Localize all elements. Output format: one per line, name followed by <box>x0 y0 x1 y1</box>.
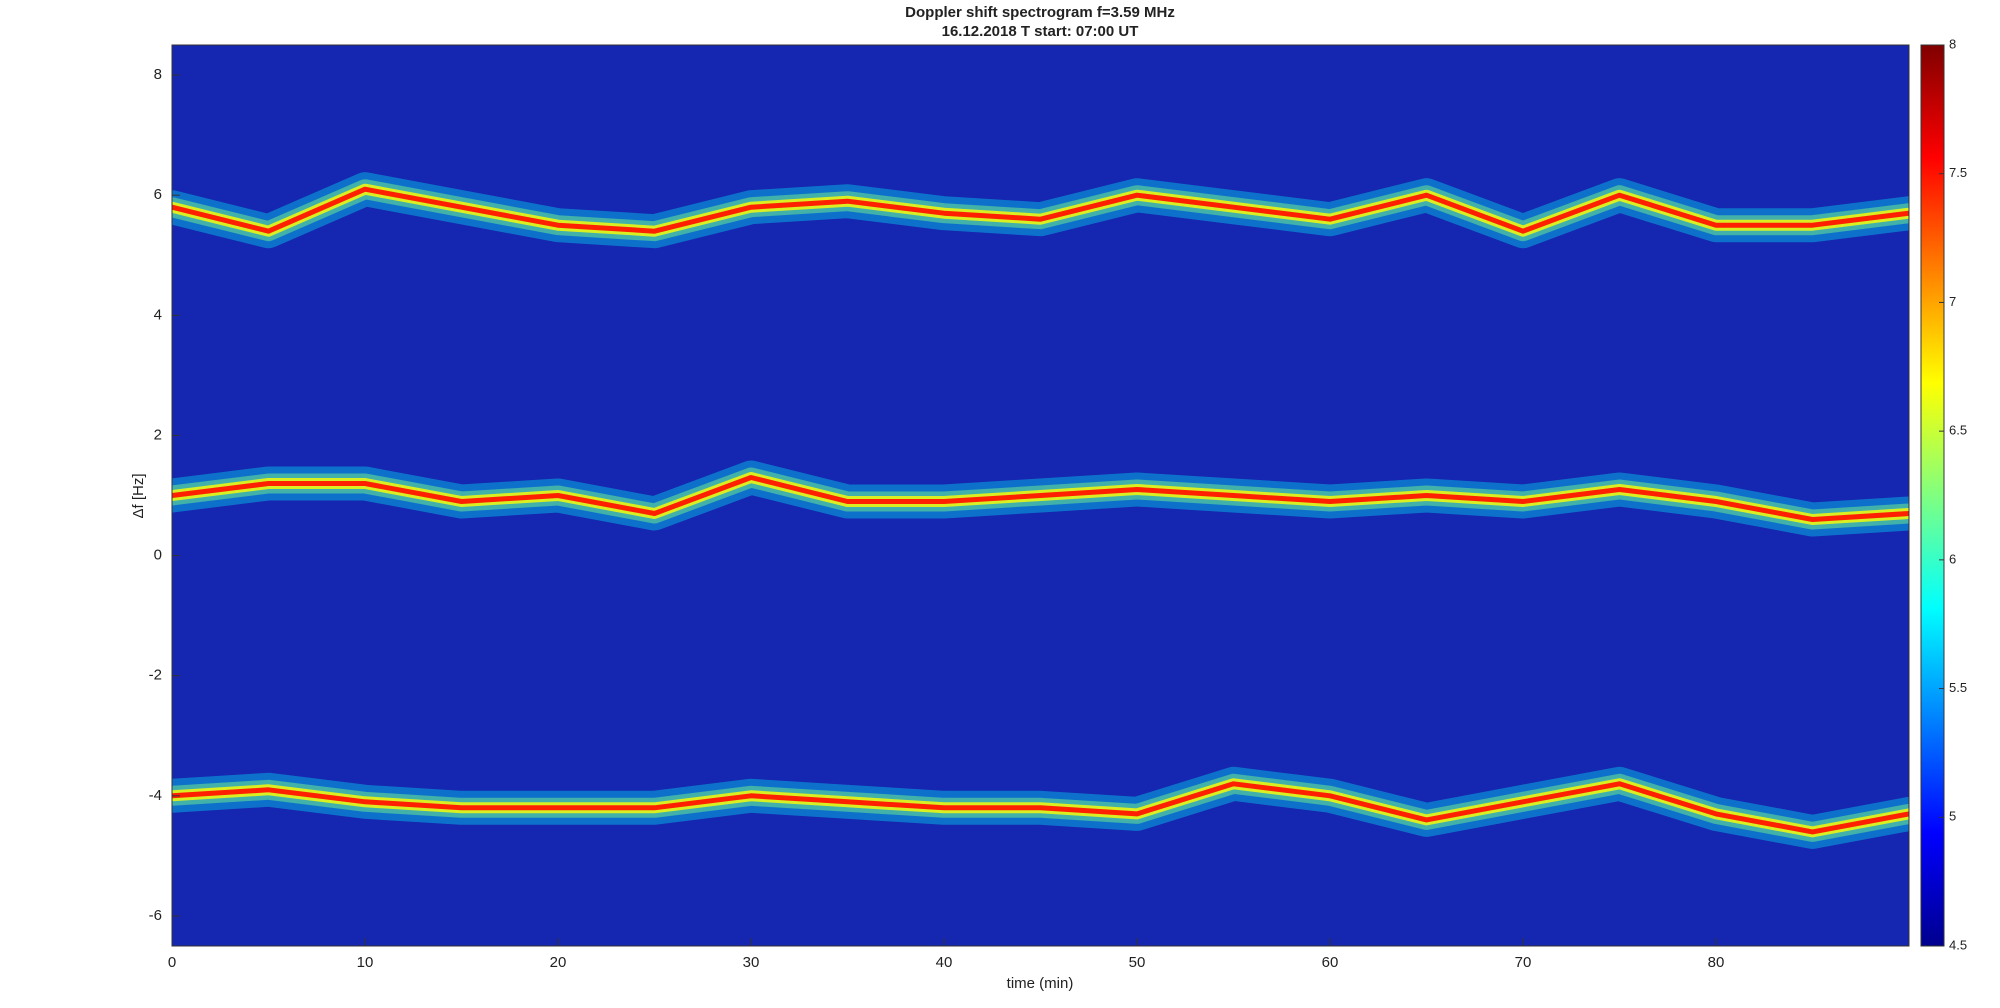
y-tick-label: -2 <box>149 667 162 684</box>
colorbar-tick-label: 4.5 <box>1949 937 1967 952</box>
x-tick-label: 50 <box>1129 954 1146 971</box>
y-tick-label: 2 <box>154 426 162 443</box>
x-axis-label: time (min) <box>1007 975 1074 992</box>
x-tick-label: 60 <box>1322 954 1339 971</box>
traces <box>172 172 1909 849</box>
trace-line <box>172 186 1909 234</box>
x-tick-label: 40 <box>936 954 953 971</box>
colorbar <box>1920 44 1945 947</box>
chart-subtitle: 16.12.2018 T start: 07:00 UT <box>942 23 1139 40</box>
colorbar-tick-label: 7.5 <box>1949 165 1967 180</box>
y-tick-label: -6 <box>149 907 162 924</box>
trace-line <box>172 781 1909 835</box>
y-tick-label: 8 <box>154 66 162 83</box>
y-tick-label: 0 <box>154 547 162 564</box>
x-tick-label: 0 <box>168 954 176 971</box>
y-tick-label: 4 <box>154 306 162 323</box>
x-tick-label: 30 <box>743 954 760 971</box>
colorbar-tick-label: 8 <box>1949 36 1956 51</box>
colorbar-tick-label: 5 <box>1949 809 1956 824</box>
x-tick-label: 70 <box>1515 954 1532 971</box>
x-tick-label: 80 <box>1708 954 1725 971</box>
plot-frame <box>171 44 1910 947</box>
y-tick-label: 6 <box>154 186 162 203</box>
chart-title: Doppler shift spectrogram f=3.59 MHz <box>905 4 1175 21</box>
colorbar-tick-label: 6.5 <box>1949 423 1967 438</box>
y-axis-label: Δf [Hz] <box>130 473 147 518</box>
x-tick-label: 10 <box>357 954 374 971</box>
trace-line <box>172 475 1909 522</box>
colorbar-tick-label: 7 <box>1949 294 1956 309</box>
x-tick-label: 20 <box>550 954 567 971</box>
colorbar-tick-label: 5.5 <box>1949 680 1967 695</box>
colorbar-tick-label: 6 <box>1949 551 1956 566</box>
y-tick-label: -4 <box>149 787 162 804</box>
